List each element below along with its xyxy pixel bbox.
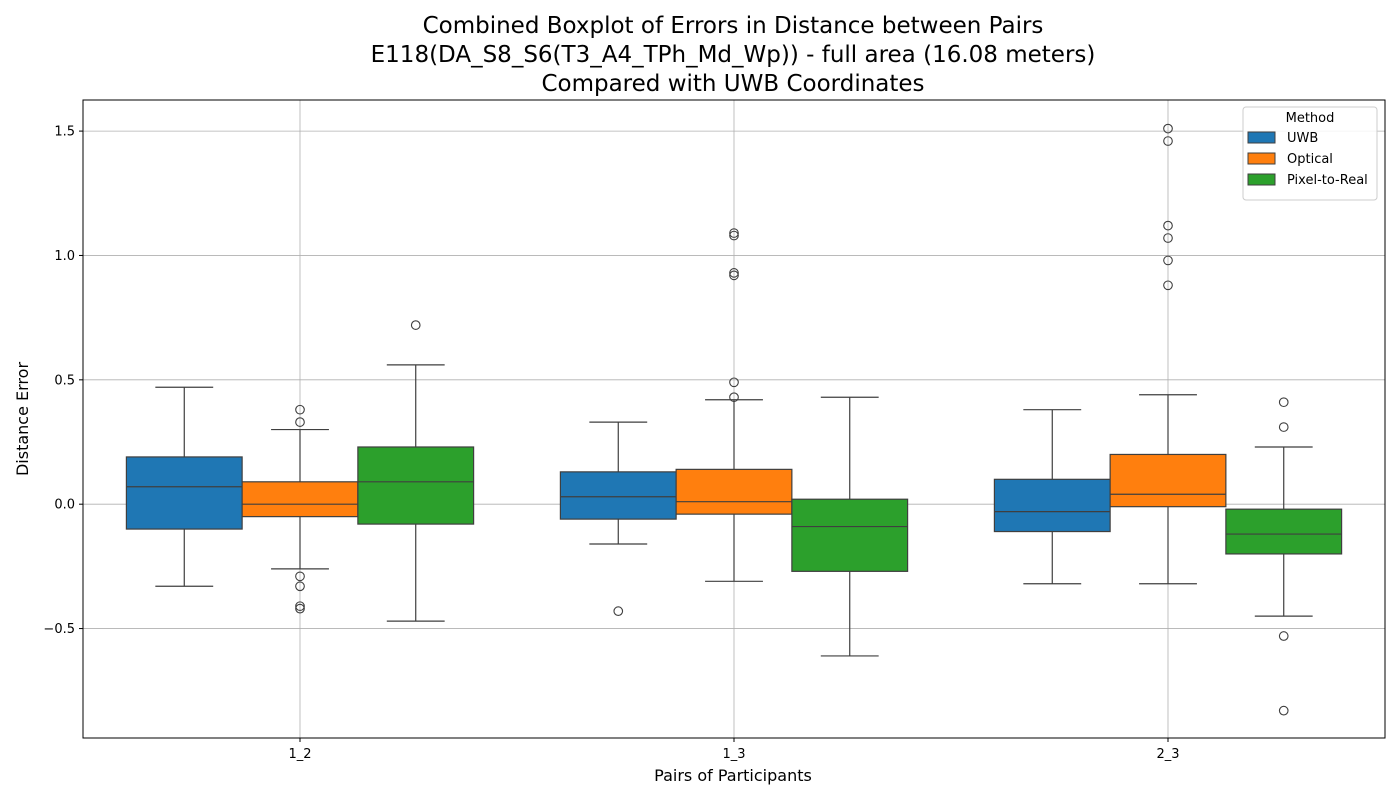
legend-entry: Optical (1287, 152, 1333, 167)
legend-frame (1242, 106, 1378, 201)
box-pixel-to-real-1_2 (357, 320, 475, 622)
x-axis-label: Pairs of Participants (654, 766, 812, 785)
box-pixel-to-real-1_3 (791, 396, 909, 657)
outlier-point (729, 228, 739, 238)
y-tick-label: 1.0 (54, 249, 75, 264)
box-plots (125, 123, 1343, 716)
outlier-point (1278, 422, 1289, 432)
legend-swatch (1247, 152, 1276, 165)
axis-ticks: −0.5 0.0 0.5 1.0 1.5 1_2 1_3 2_3 (43, 125, 1179, 762)
outlier-point (729, 392, 739, 403)
legend-swatch (1247, 131, 1276, 144)
legend-title: Method (1286, 111, 1335, 126)
box-body (791, 498, 909, 572)
box-body (675, 468, 793, 515)
legend-swatch (1247, 173, 1276, 186)
outlier-point (1163, 280, 1173, 291)
legend-entry: Pixel-to-Real (1287, 173, 1368, 188)
outlier-point (1163, 136, 1173, 146)
outlier-point (1278, 631, 1289, 641)
box-optical-2_3 (1109, 123, 1227, 585)
legend: Method UWB Optical Pixel-to-Real (1242, 106, 1378, 201)
box-uwb-2_3 (993, 409, 1111, 585)
chart-title: Combined Boxplot of Errors in Distance b… (371, 13, 1096, 97)
outlier-point (729, 268, 739, 278)
outlier-point (295, 581, 305, 592)
outlier-point (1163, 255, 1173, 266)
outlier-point (295, 417, 305, 427)
box-uwb-1_2 (125, 386, 243, 587)
title-line-2: E118(DA_S8_S6(T3_A4_TPh_Md_Wp)) - full a… (371, 42, 1096, 68)
box-optical-1_2 (241, 404, 359, 614)
box-body (993, 478, 1111, 533)
x-tick-label: 1_3 (722, 747, 745, 762)
box-pixel-to-real-2_3 (1225, 397, 1343, 716)
outlier-point (613, 606, 624, 616)
outlier-point (295, 603, 305, 614)
outlier-point (729, 270, 739, 281)
y-tick-label: 0.5 (54, 373, 75, 388)
outlier-point (295, 601, 305, 612)
box-body (559, 471, 677, 520)
outlier-point (1163, 123, 1173, 134)
box-body (357, 446, 475, 525)
x-tick-label: 2_3 (1156, 747, 1179, 762)
outlier-point (1278, 397, 1289, 408)
box-body (125, 456, 243, 530)
box-uwb-1_3 (559, 421, 677, 616)
title-line-3: Compared with UWB Coordinates (541, 71, 924, 97)
box-optical-1_3 (675, 228, 793, 582)
box-body (1109, 453, 1227, 508)
box-body (1225, 508, 1343, 555)
x-tick-label: 1_2 (288, 747, 311, 762)
outlier-point (295, 404, 305, 415)
outlier-point (1163, 220, 1173, 231)
y-tick-label: −0.5 (43, 622, 75, 637)
box-body (241, 481, 359, 518)
legend-entry: UWB (1287, 131, 1318, 146)
outlier-point (729, 377, 739, 388)
outlier-point (295, 571, 305, 582)
outlier-point (729, 230, 739, 241)
y-axis-label: Distance Error (13, 362, 32, 476)
outlier-point (1278, 705, 1289, 716)
outlier-point (1163, 233, 1173, 243)
y-tick-label: 0.0 (54, 498, 75, 513)
title-line-1: Combined Boxplot of Errors in Distance b… (423, 13, 1044, 39)
y-tick-label: 1.5 (54, 125, 75, 140)
outlier-point (410, 320, 421, 330)
